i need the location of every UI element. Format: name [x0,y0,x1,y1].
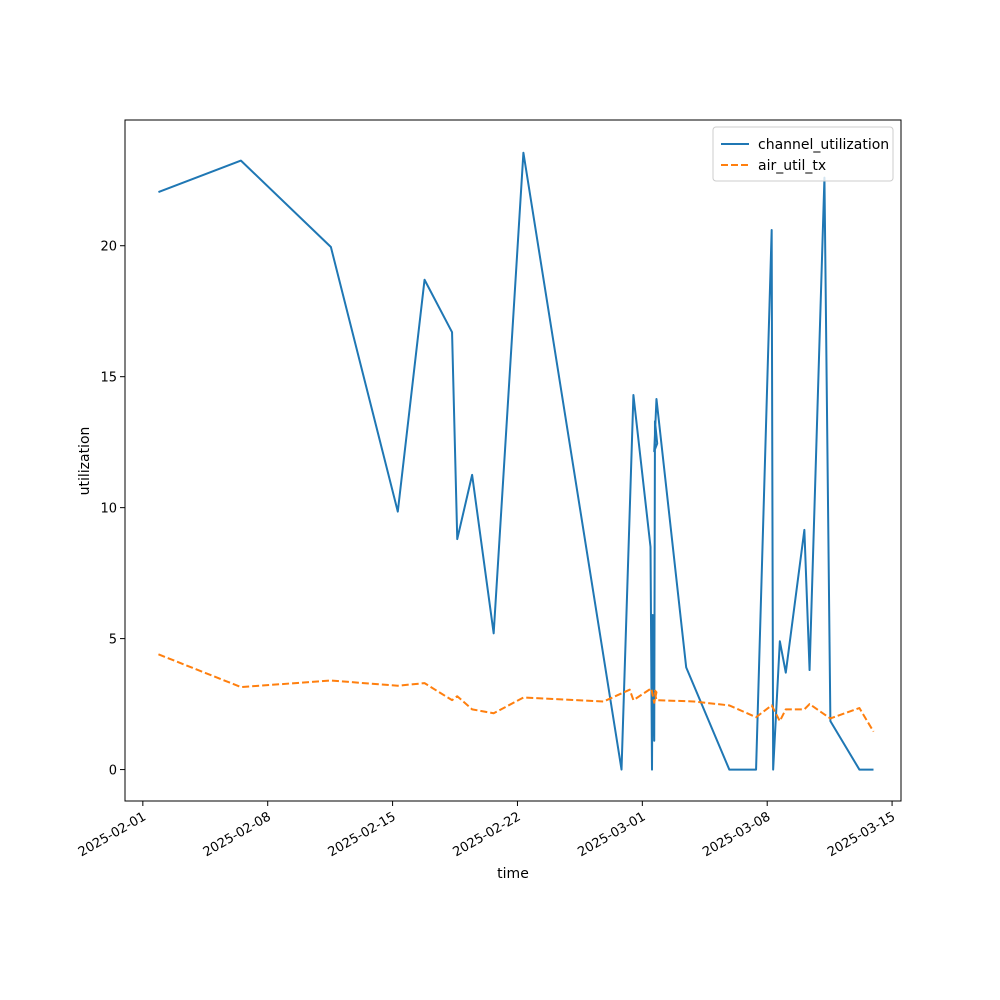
series-group [158,151,875,771]
y-tick-label: 15 [100,371,117,386]
y-tick-label: 5 [109,633,117,648]
y-tick-label: 20 [100,240,117,255]
legend-label-air-util-tx: air_util_tx [758,158,826,174]
plot-area [124,119,902,802]
y-tick-label: 10 [100,502,117,517]
y-axis: 0 5 10 15 20 [100,240,125,779]
legend: channel_utilization air_util_tx [712,126,894,182]
plot-frame [124,119,902,802]
legend-box [712,126,894,182]
legend-label-channel-utilization: channel_utilization [758,137,889,153]
series-line-channel-utilization [158,151,874,771]
x-axis-label: time [497,866,529,882]
y-tick-label: 0 [109,764,117,779]
series-line-air-util-tx [158,653,875,733]
y-axis-label: utilization [77,427,93,496]
